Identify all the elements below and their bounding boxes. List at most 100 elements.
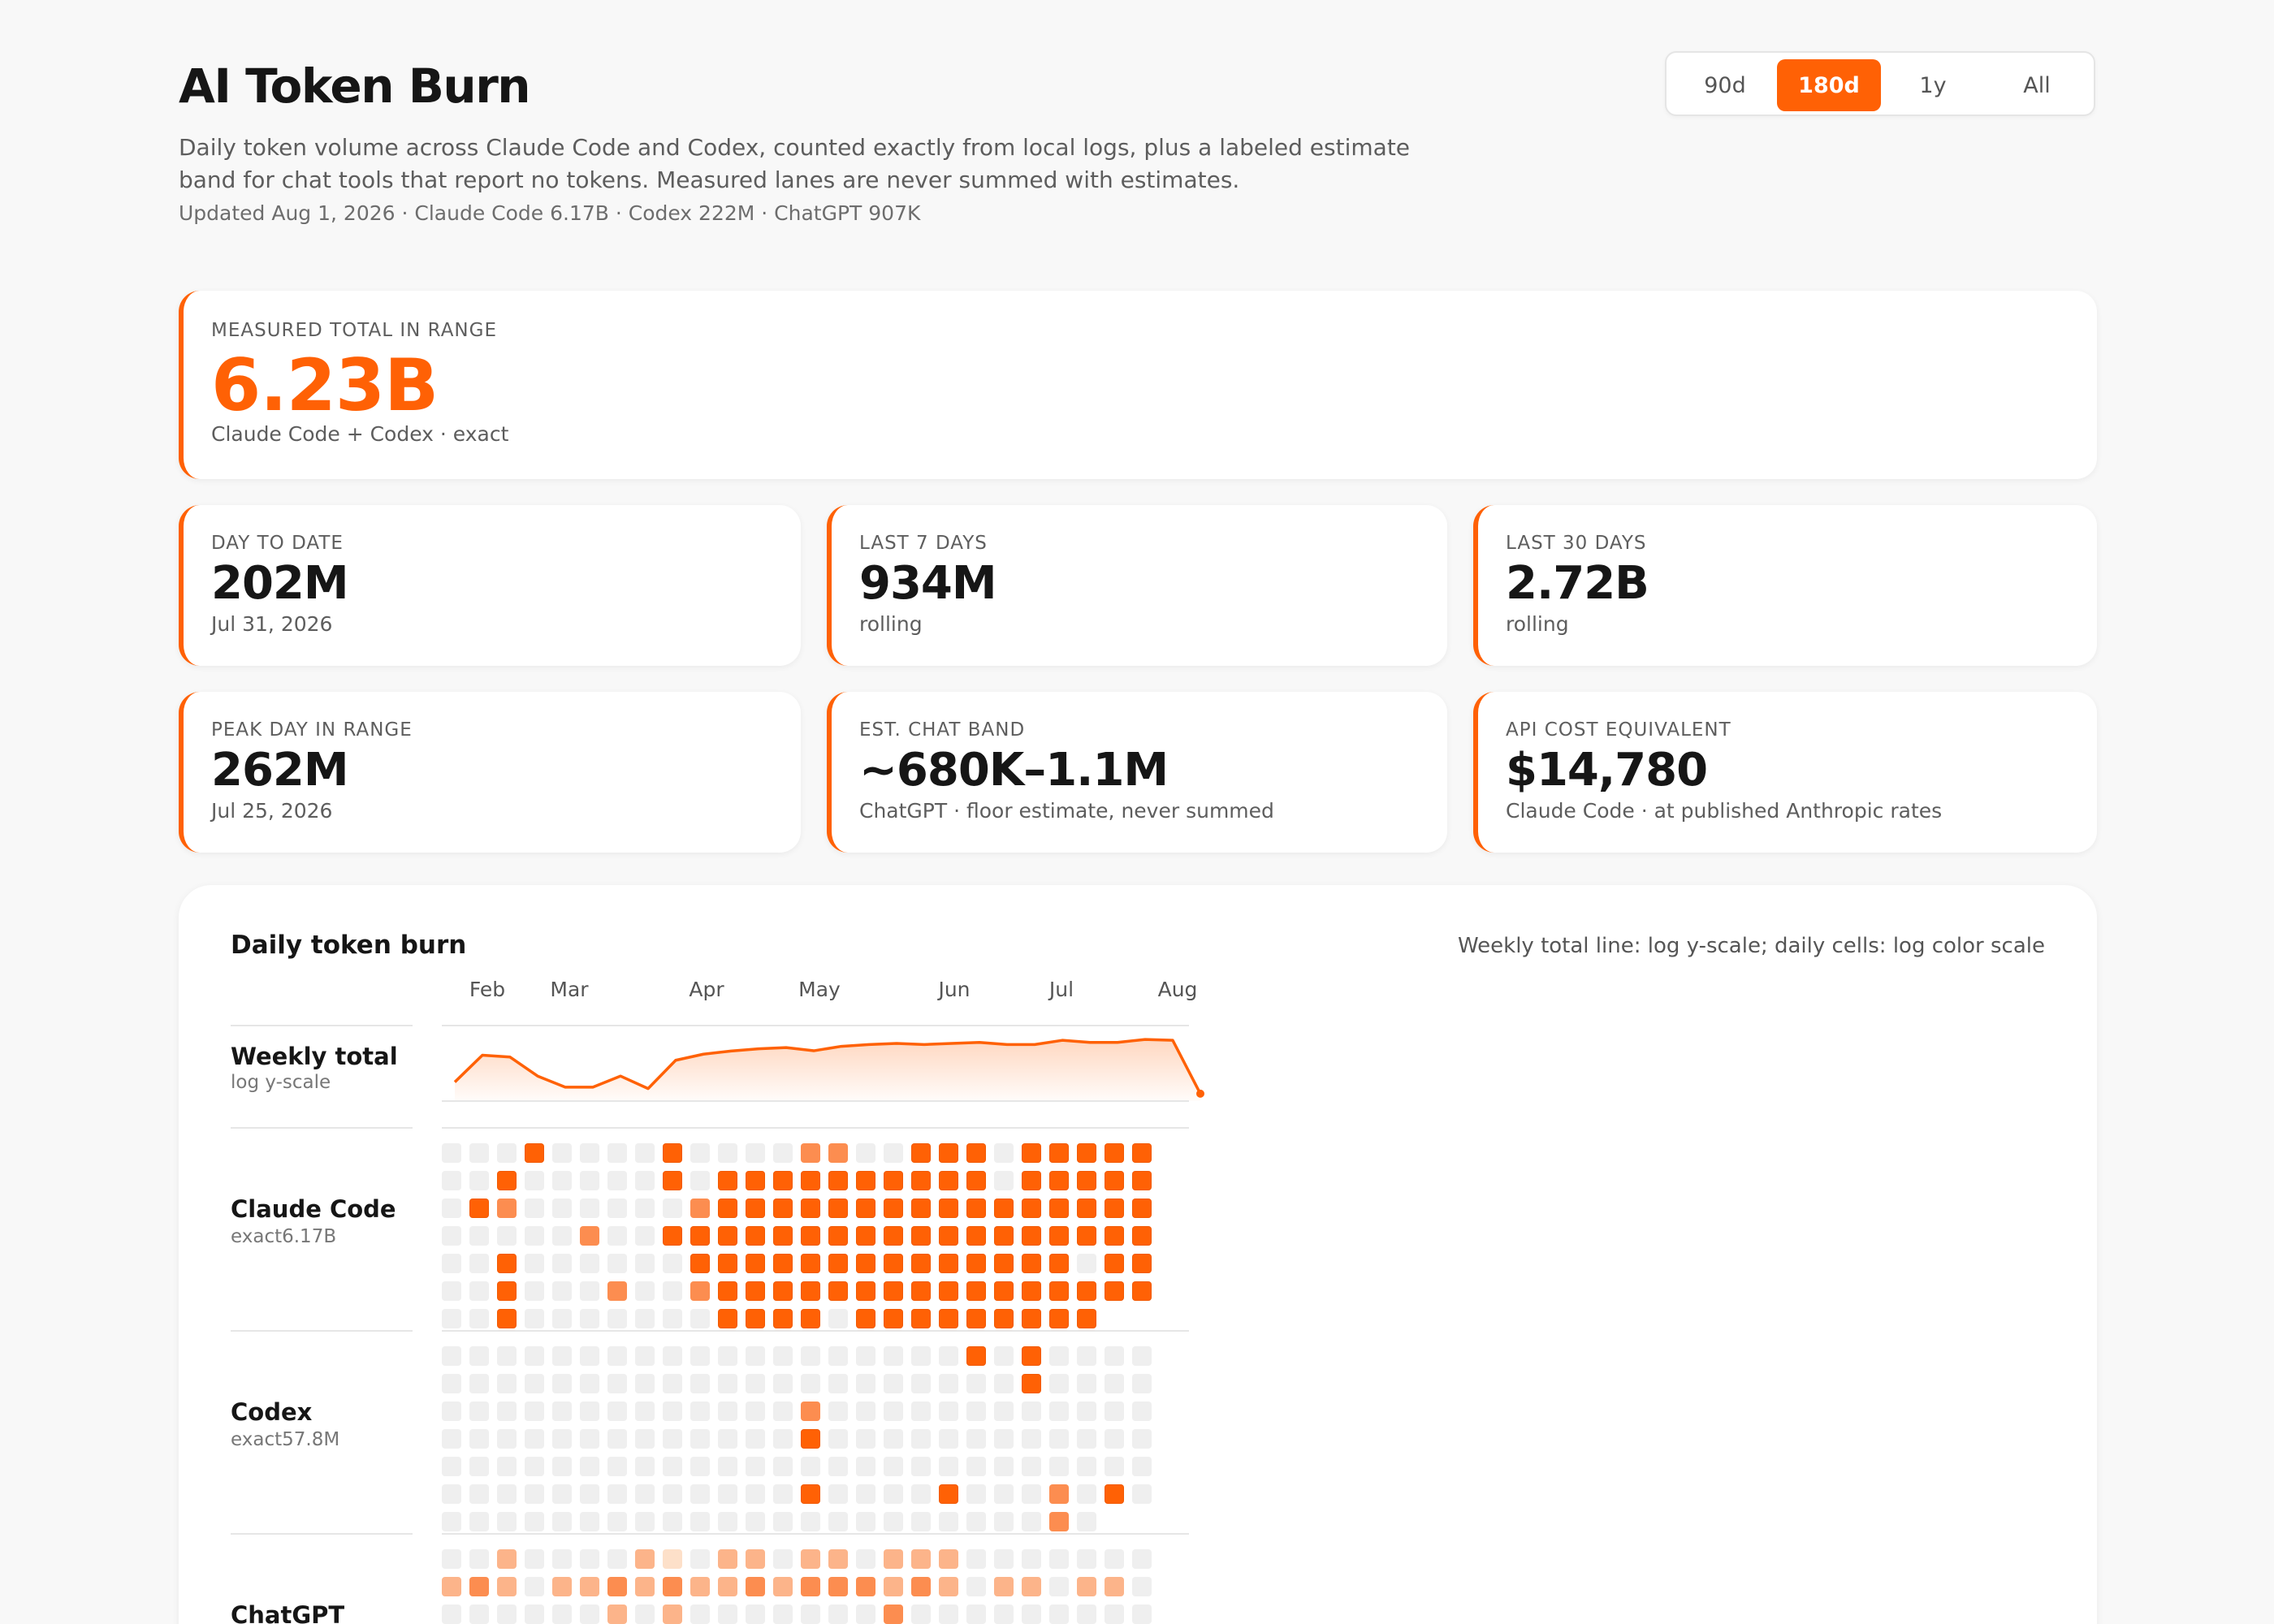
heatmap-cell <box>552 1199 572 1218</box>
card-value: 934M <box>859 557 997 610</box>
lane-divider <box>442 1127 1189 1129</box>
heatmap-cell <box>607 1281 627 1301</box>
heatmap-cell <box>525 1226 544 1246</box>
heatmap-cell <box>994 1402 1014 1421</box>
heatmap-cell <box>828 1577 848 1596</box>
heatmap-cell <box>1105 1457 1124 1476</box>
heatmap-cell <box>663 1605 682 1624</box>
heatmap-cell <box>718 1484 737 1504</box>
range-180d-button[interactable]: 180d <box>1777 59 1881 111</box>
heatmap-cell <box>497 1429 517 1449</box>
lane-sub-claude-code: exact6.17B <box>231 1226 337 1247</box>
month-label: Mar <box>550 978 589 1001</box>
heatmap-cell <box>966 1374 986 1393</box>
heatmap-cell <box>801 1281 820 1301</box>
heatmap-cell <box>994 1281 1014 1301</box>
page-header: AI Token Burn Daily token volume across … <box>179 55 1478 225</box>
heatmap-cell <box>884 1143 903 1163</box>
heatmap-cell <box>966 1429 986 1449</box>
heatmap-cell <box>966 1605 986 1624</box>
heatmap-cell <box>497 1226 517 1246</box>
heatmap-cell <box>911 1402 931 1421</box>
heatmap-cell <box>911 1549 931 1569</box>
heatmap-cell <box>718 1309 737 1328</box>
heatmap-cell <box>718 1281 737 1301</box>
heatmap-cell <box>828 1374 848 1393</box>
heatmap-cell <box>663 1199 682 1218</box>
heatmap-cell <box>1077 1143 1096 1163</box>
heatmap-cell <box>911 1143 931 1163</box>
heatmap-cell <box>1105 1374 1124 1393</box>
heatmap-cell <box>580 1577 599 1596</box>
heatmap-cell <box>1132 1346 1152 1366</box>
heatmap-cell <box>1022 1171 1041 1190</box>
heatmap-cell <box>525 1346 544 1366</box>
heatmap-cell <box>828 1429 848 1449</box>
page-subtitle: Daily token volume across Claude Code an… <box>179 134 1411 193</box>
heatmap-cell <box>1132 1402 1152 1421</box>
heatmap-cell <box>442 1549 461 1569</box>
lane-divider <box>442 1330 1189 1332</box>
heatmap-cell <box>884 1484 903 1504</box>
heatmap-cell <box>718 1429 737 1449</box>
heatmap-cell <box>469 1281 489 1301</box>
heatmap-cell <box>1132 1549 1152 1569</box>
heatmap-cell <box>801 1309 820 1328</box>
lane-divider <box>231 1533 413 1535</box>
lane-divider <box>442 1533 1189 1535</box>
range-1y-button[interactable]: 1y <box>1919 72 1947 98</box>
heatmap-cell <box>607 1429 627 1449</box>
heatmap-cell <box>801 1549 820 1569</box>
heatmap-cell <box>1049 1143 1069 1163</box>
month-label: Jun <box>938 978 971 1001</box>
heatmap-cell <box>1049 1457 1069 1476</box>
heatmap-cell <box>911 1429 931 1449</box>
heatmap-cell <box>773 1226 793 1246</box>
heatmap-cell <box>746 1143 765 1163</box>
heatmap-cell <box>718 1171 737 1190</box>
heatmap-cell <box>884 1549 903 1569</box>
heatmap-cell <box>718 1402 737 1421</box>
heatmap-cell <box>966 1346 986 1366</box>
heatmap-cell <box>497 1512 517 1531</box>
heatmap-cell <box>497 1577 517 1596</box>
heatmap-cell <box>497 1402 517 1421</box>
heatmap-cell <box>690 1605 710 1624</box>
card-note: rolling <box>1506 612 1569 636</box>
heatmap-cell <box>1022 1457 1041 1476</box>
heatmap-cell <box>663 1374 682 1393</box>
heatmap-cell <box>525 1143 544 1163</box>
heatmap-cell <box>746 1577 765 1596</box>
heatmap-cell <box>607 1577 627 1596</box>
heatmap-cell <box>525 1402 544 1421</box>
heatmap-cell <box>939 1512 958 1531</box>
heatmap-cell <box>580 1226 599 1246</box>
heatmap-cell <box>939 1346 958 1366</box>
heatmap-cell <box>442 1254 461 1273</box>
heatmap-cell <box>1132 1374 1152 1393</box>
heatmap-cell <box>718 1143 737 1163</box>
heatmap-cell <box>828 1605 848 1624</box>
heatmap-cell <box>1132 1226 1152 1246</box>
heatmap-cell <box>580 1143 599 1163</box>
heatmap-cell <box>1105 1577 1124 1596</box>
heatmap-cell <box>525 1577 544 1596</box>
peak-day-card: PEAK DAY IN RANGE 262M Jul 25, 2026 <box>179 692 801 853</box>
heatmap-cell <box>469 1605 489 1624</box>
heatmap-cell <box>856 1429 875 1449</box>
heatmap-cell <box>994 1457 1014 1476</box>
heatmap-cell <box>884 1171 903 1190</box>
heatmap-cell <box>1105 1226 1124 1246</box>
range-90d-button[interactable]: 90d <box>1704 72 1746 98</box>
heatmap-cell <box>856 1199 875 1218</box>
heatmap-cell <box>966 1549 986 1569</box>
heatmap-cell <box>801 1484 820 1504</box>
heatmap-cell <box>497 1171 517 1190</box>
heatmap-cell <box>939 1171 958 1190</box>
heatmap-cell <box>635 1429 655 1449</box>
heatmap-cell <box>1077 1429 1096 1449</box>
heatmap-cell <box>856 1512 875 1531</box>
range-all-button[interactable]: All <box>2023 72 2051 98</box>
heatmap-cell <box>966 1512 986 1531</box>
heatmap-cell <box>442 1402 461 1421</box>
